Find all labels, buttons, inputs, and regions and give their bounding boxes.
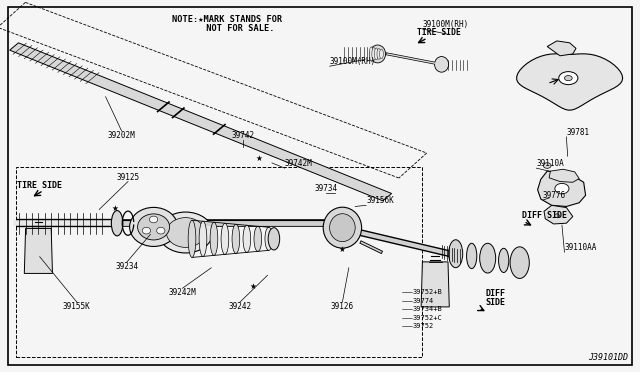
Text: 39774: 39774 xyxy=(412,298,433,304)
Text: 39156K: 39156K xyxy=(366,196,394,205)
Text: 39242M: 39242M xyxy=(168,288,196,297)
Ellipse shape xyxy=(564,76,572,81)
Text: 39126: 39126 xyxy=(331,302,354,311)
Ellipse shape xyxy=(265,227,273,250)
Text: ★: ★ xyxy=(256,154,262,163)
Text: 39125: 39125 xyxy=(116,173,140,182)
Ellipse shape xyxy=(166,218,205,247)
Text: TIRE SIDE: TIRE SIDE xyxy=(17,182,61,190)
Ellipse shape xyxy=(559,71,578,84)
Ellipse shape xyxy=(370,45,385,63)
Ellipse shape xyxy=(510,247,529,278)
Text: 39110A: 39110A xyxy=(536,159,564,168)
Ellipse shape xyxy=(150,216,157,223)
Text: DIFF: DIFF xyxy=(485,289,505,298)
Ellipse shape xyxy=(330,214,355,242)
Text: 39742: 39742 xyxy=(232,131,255,140)
Ellipse shape xyxy=(380,49,383,59)
Ellipse shape xyxy=(323,207,362,248)
Text: 39752+C: 39752+C xyxy=(412,315,442,321)
Polygon shape xyxy=(547,41,576,56)
Ellipse shape xyxy=(369,47,373,61)
Text: 39752+B: 39752+B xyxy=(412,289,442,295)
Polygon shape xyxy=(544,205,573,224)
Polygon shape xyxy=(516,54,623,110)
Ellipse shape xyxy=(449,240,463,268)
Text: DIFF SIDE: DIFF SIDE xyxy=(522,211,566,220)
Text: 39202M: 39202M xyxy=(108,131,136,140)
Text: 39734: 39734 xyxy=(315,185,338,193)
Text: 39100M(RH): 39100M(RH) xyxy=(422,20,468,29)
Polygon shape xyxy=(24,228,52,273)
Text: NOT FOR SALE.: NOT FOR SALE. xyxy=(180,24,275,33)
Text: 39242: 39242 xyxy=(228,302,252,311)
Ellipse shape xyxy=(268,228,280,250)
Ellipse shape xyxy=(129,207,178,246)
Polygon shape xyxy=(421,262,449,307)
Text: TIRE SIDE: TIRE SIDE xyxy=(417,28,461,37)
Ellipse shape xyxy=(467,243,477,269)
Ellipse shape xyxy=(158,212,212,253)
Ellipse shape xyxy=(480,243,496,273)
Text: ★: ★ xyxy=(250,282,256,291)
Text: ★: ★ xyxy=(112,204,118,213)
Ellipse shape xyxy=(254,226,262,251)
Ellipse shape xyxy=(435,57,449,72)
Ellipse shape xyxy=(232,224,240,253)
Ellipse shape xyxy=(555,183,569,194)
Ellipse shape xyxy=(111,211,123,236)
Text: 39110AA: 39110AA xyxy=(564,243,597,252)
Ellipse shape xyxy=(138,214,170,240)
Ellipse shape xyxy=(221,223,228,254)
Bar xyxy=(16,167,422,357)
Text: J39101DD: J39101DD xyxy=(589,353,628,362)
Text: 39742M: 39742M xyxy=(285,159,312,168)
Polygon shape xyxy=(538,171,586,206)
Polygon shape xyxy=(10,43,392,201)
Text: 39781: 39781 xyxy=(566,128,589,137)
Ellipse shape xyxy=(554,214,559,218)
Ellipse shape xyxy=(188,220,196,257)
Text: 39752: 39752 xyxy=(412,323,433,329)
Text: 39234: 39234 xyxy=(115,262,138,271)
Ellipse shape xyxy=(499,248,509,272)
Ellipse shape xyxy=(199,221,207,256)
Ellipse shape xyxy=(374,48,378,60)
Text: 39155K: 39155K xyxy=(63,302,91,311)
Ellipse shape xyxy=(377,48,381,59)
Text: SIDE: SIDE xyxy=(485,298,505,307)
Text: 39100M(RH): 39100M(RH) xyxy=(330,57,376,66)
Ellipse shape xyxy=(142,227,150,234)
Text: 39776: 39776 xyxy=(543,191,566,200)
Polygon shape xyxy=(549,169,579,182)
Ellipse shape xyxy=(543,163,551,168)
Text: 39734+B: 39734+B xyxy=(412,306,442,312)
Ellipse shape xyxy=(210,222,218,256)
Text: ★: ★ xyxy=(339,245,346,254)
Ellipse shape xyxy=(243,225,251,252)
Text: NOTE:★MARK STANDS FOR: NOTE:★MARK STANDS FOR xyxy=(172,15,282,24)
Ellipse shape xyxy=(157,227,165,234)
Ellipse shape xyxy=(372,47,376,60)
